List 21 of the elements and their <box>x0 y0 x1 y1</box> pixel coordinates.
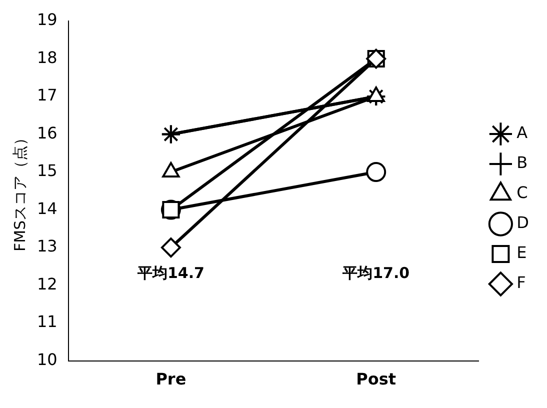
x-tick-label: Pre <box>156 370 186 389</box>
legend-label: F <box>516 273 526 292</box>
annotation: 平均14.7 <box>136 264 204 282</box>
annotation: 平均17.0 <box>342 264 410 282</box>
x-tick-label: Post <box>356 370 396 389</box>
y-axis-title: FMSスコア（点） <box>10 130 29 252</box>
y-tick-label: 17 <box>37 86 58 105</box>
y-tick-label: 19 <box>37 10 58 30</box>
legend-label: A <box>516 123 528 142</box>
legend-label: C <box>516 183 528 202</box>
y-tick-label: 11 <box>37 312 58 332</box>
y-tick-label: 16 <box>37 123 58 142</box>
legend-label: E <box>516 243 527 262</box>
y-tick-label: 13 <box>37 236 58 256</box>
y-tick-label: 18 <box>37 48 58 67</box>
y-tick-label: 14 <box>37 198 58 218</box>
legend-label: B <box>516 153 528 172</box>
y-tick-label: 12 <box>37 274 58 294</box>
legend-label: D <box>516 213 530 232</box>
y-tick-label: 10 <box>37 350 58 369</box>
y-tick-label: 15 <box>37 161 58 180</box>
